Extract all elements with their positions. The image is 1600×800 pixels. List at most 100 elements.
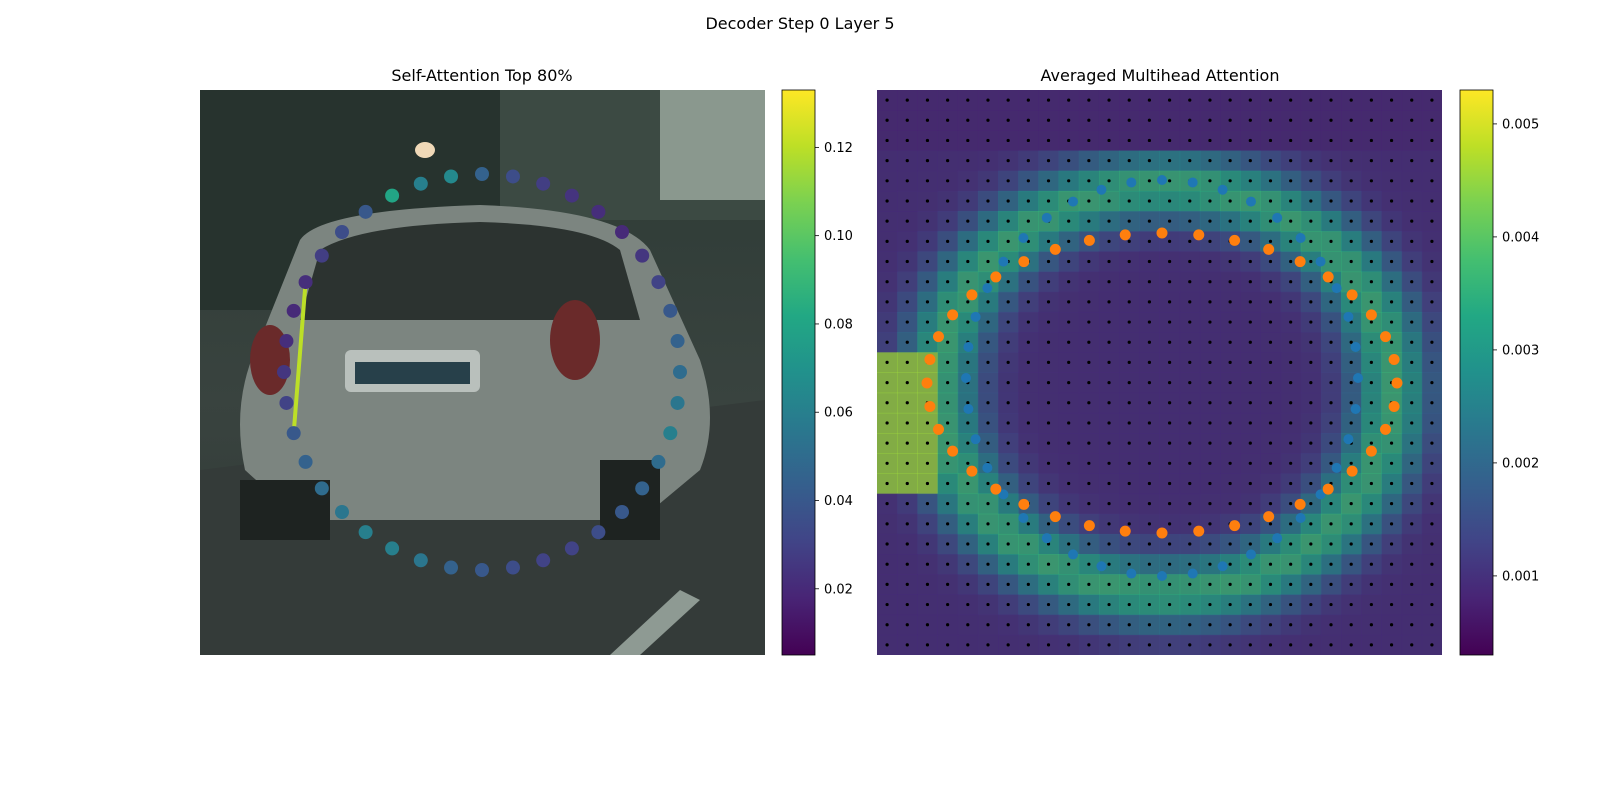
grid-point [1430, 582, 1434, 586]
blue-point [1068, 196, 1079, 207]
grid-point [1389, 199, 1394, 203]
grid-point [1087, 623, 1091, 627]
orange-point [1193, 525, 1205, 537]
left-colorbar-tick-label: 0.12 [824, 141, 853, 156]
grid-point [946, 320, 950, 324]
grid-point [1268, 300, 1273, 304]
grid-point [1248, 542, 1252, 546]
right-colorbar-tick-label: 0.003 [1502, 343, 1539, 358]
grid-point [1430, 542, 1434, 546]
grid-point [946, 401, 950, 405]
query-point [564, 188, 579, 203]
grid-point [946, 562, 950, 566]
grid-point [1389, 259, 1394, 264]
grid-point [885, 623, 889, 627]
grid-point [1127, 199, 1131, 203]
grid-point [885, 259, 889, 264]
grid-point [1107, 522, 1111, 526]
query-point [277, 365, 291, 379]
grid-point [1410, 98, 1414, 102]
grid-point [1188, 239, 1192, 243]
grid-point [1087, 602, 1091, 607]
grid-point [1167, 300, 1172, 304]
orange-point [1379, 423, 1391, 435]
grid-point [1430, 421, 1434, 425]
orange-point [1049, 243, 1061, 255]
grid-point [1127, 421, 1131, 425]
grid-point [905, 542, 909, 546]
grid-point [1087, 179, 1091, 183]
query-point [663, 303, 678, 318]
grid-point [946, 623, 950, 627]
grid-point [1410, 643, 1414, 647]
grid-point [925, 542, 930, 546]
grid-point [1127, 623, 1131, 627]
grid-point [986, 481, 990, 486]
grid-point [1167, 481, 1172, 486]
grid-point [1369, 239, 1373, 243]
grid-point [1188, 401, 1192, 405]
grid-point [1147, 340, 1152, 344]
grid-point [1389, 461, 1394, 465]
grid-point [946, 542, 950, 546]
grid-point [1228, 481, 1232, 486]
grid-point [925, 643, 930, 647]
grid-point [905, 340, 909, 344]
left-colorbar-tick-label: 0.04 [824, 494, 853, 509]
grid-point [1208, 441, 1212, 445]
grid-point [1147, 441, 1152, 445]
query-point [670, 395, 685, 410]
grid-point [986, 259, 990, 264]
grid-point [986, 320, 990, 324]
right-colorbar-ticks: 0.001 0.002 0.003 0.004 0.005 [1493, 117, 1539, 584]
grid-point [1147, 542, 1152, 546]
grid-point [1289, 340, 1293, 344]
grid-point [1349, 602, 1353, 607]
grid-point [1087, 159, 1091, 163]
grid-point [1026, 320, 1030, 324]
grid-point [946, 643, 950, 647]
grid-point [1369, 502, 1373, 506]
grid-point [986, 643, 990, 647]
grid-point [1228, 138, 1232, 143]
grid-point [1329, 562, 1333, 566]
left-attention-edges [291, 281, 308, 434]
grid-point [925, 582, 930, 586]
grid-point [1067, 320, 1071, 324]
blue-point [998, 489, 1009, 500]
grid-point [1107, 421, 1111, 425]
grid-point [1349, 98, 1353, 102]
grid-point [885, 199, 889, 203]
grid-point [1430, 219, 1434, 223]
grid-point [1329, 602, 1333, 607]
grid-point [1107, 300, 1111, 304]
query-point [615, 505, 630, 520]
grid-point [905, 461, 909, 465]
grid-point [966, 522, 970, 526]
query-point [298, 454, 313, 469]
query-point [279, 334, 294, 349]
grid-point [1167, 522, 1172, 526]
grid-point [1208, 380, 1212, 385]
grid-point [1248, 502, 1252, 506]
left-colorbar [781, 89, 816, 656]
orange-point [1083, 234, 1095, 246]
grid-point [925, 159, 930, 163]
grid-point [1026, 98, 1030, 102]
grid-point [885, 239, 889, 243]
grid-point [925, 138, 930, 143]
grid-point [925, 481, 930, 486]
grid-point [1067, 421, 1071, 425]
right-blue-points [961, 175, 1363, 581]
grid-point [1127, 522, 1131, 526]
orange-point [966, 465, 978, 477]
grid-point [905, 360, 909, 365]
grid-point [1329, 401, 1333, 405]
grid-point [925, 199, 930, 203]
grid-point [986, 340, 990, 344]
grid-point [1087, 320, 1091, 324]
grid-point [1208, 280, 1212, 284]
grid-point [1067, 461, 1071, 465]
grid-point [1147, 360, 1152, 365]
grid-point [1248, 582, 1252, 586]
